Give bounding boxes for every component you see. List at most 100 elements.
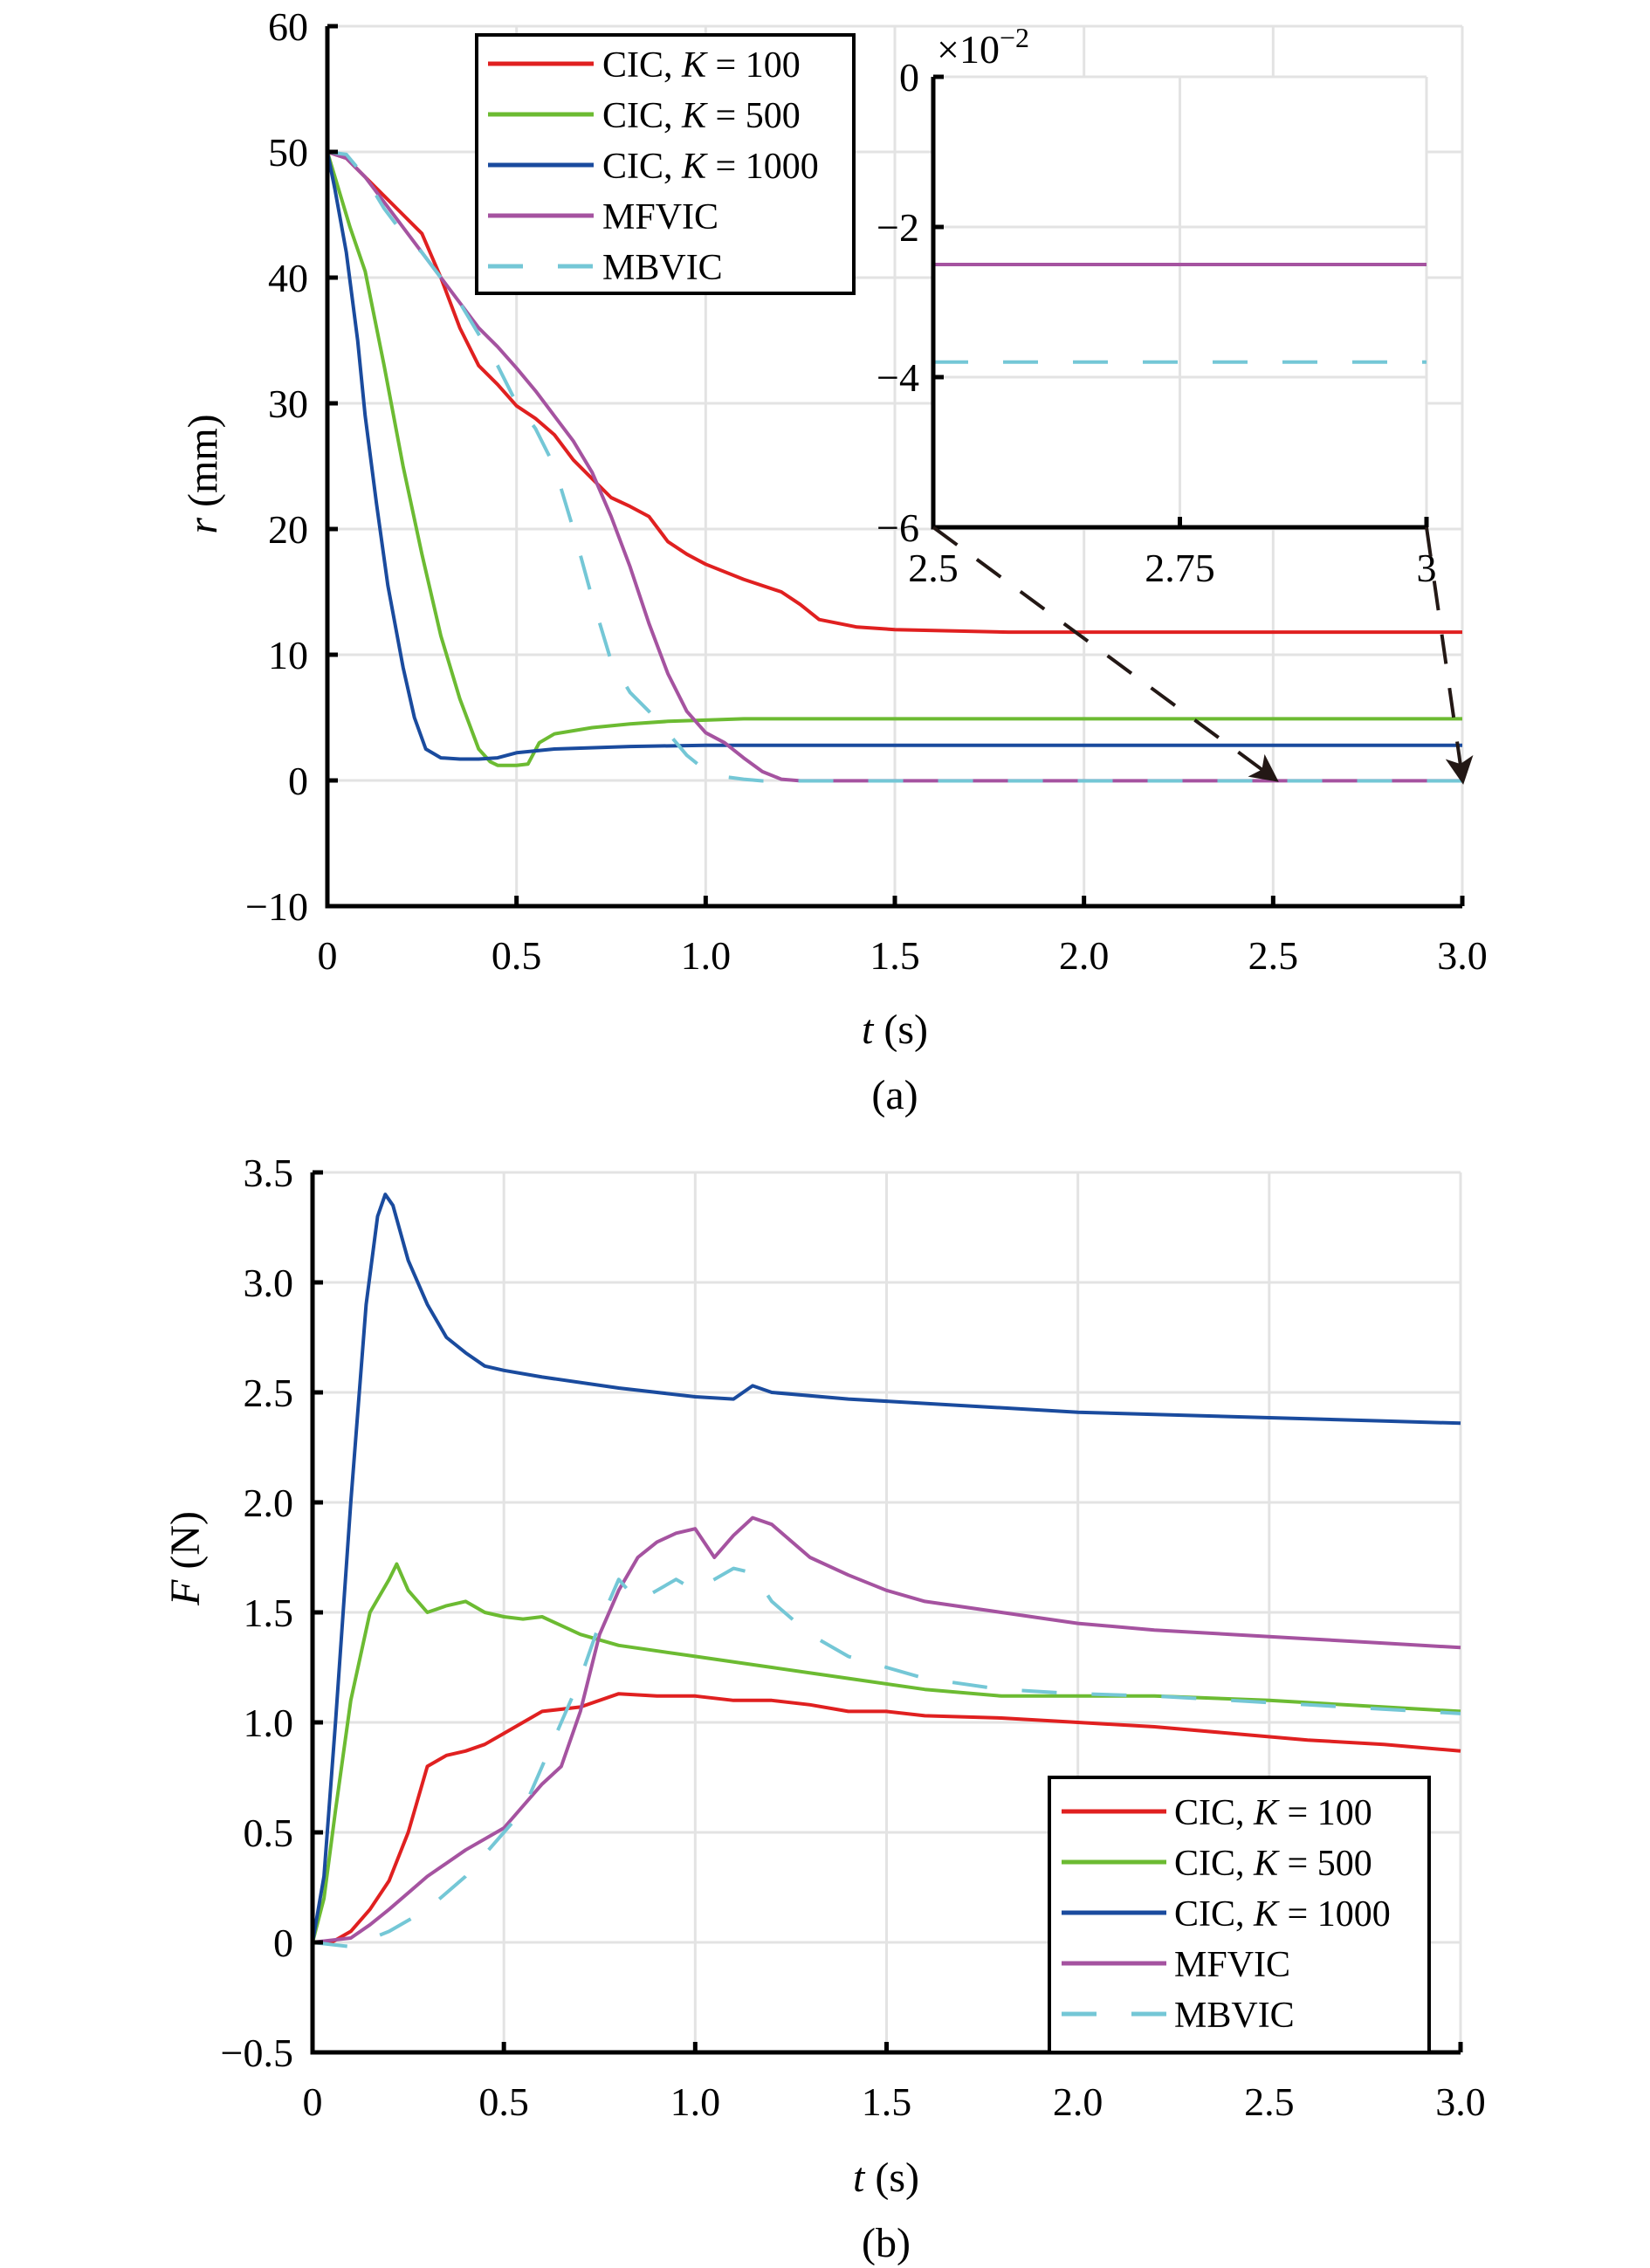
y-tick-label: 10 xyxy=(268,633,308,677)
legend-entry-value: = 100 xyxy=(706,45,801,86)
x-tick-label: 3.0 xyxy=(1437,933,1488,978)
series-group-b xyxy=(311,1192,1461,1948)
legend-entry-value: = 500 xyxy=(1278,1844,1372,1884)
series-line-mfvic xyxy=(312,1515,1461,1944)
y-tick-label: 50 xyxy=(268,130,308,175)
legend-entry: MFVIC xyxy=(1174,1945,1290,1985)
x-tick-label: 1.0 xyxy=(670,2079,721,2124)
y-tick-label: 1.0 xyxy=(244,1701,294,1745)
inset-grid xyxy=(933,75,1428,527)
zoom-arrow xyxy=(1425,526,1474,785)
x-tick-label: 0.5 xyxy=(478,2079,529,2124)
inset-tick-labels: 2.5 2.75 3 −6 −4 −2 0 xyxy=(877,55,1436,590)
legend-entry-k: K xyxy=(681,147,708,187)
grid-b xyxy=(313,1171,1462,2052)
x-tick-label: 0.5 xyxy=(492,933,542,978)
panel-label-a: (a) xyxy=(871,1072,918,1118)
legend-entry-value: = 100 xyxy=(1278,1793,1372,1833)
legend-entry-prefix: CIC, xyxy=(602,96,682,136)
inset-zoom-chart: 2.5 2.75 3 −6 −4 −2 0 ×10−2 xyxy=(877,22,1436,590)
legend-entry-prefix: MBVIC xyxy=(1174,1996,1295,2036)
inset-x-tick-label: 2.5 xyxy=(908,546,959,590)
legend-entry-prefix: CIC, xyxy=(602,147,682,187)
legend-entry-k: K xyxy=(1253,1844,1280,1884)
inset-x-tick-label: 2.75 xyxy=(1145,546,1215,590)
legend-entry-prefix: MFVIC xyxy=(602,197,718,237)
tick-labels-b: 0 0.5 1.0 1.5 2.0 2.5 3.0−0.500.51.01.52.02.53… xyxy=(221,1151,1486,2124)
y-tick-label: 0.5 xyxy=(244,1811,294,1855)
y-tick-label: 30 xyxy=(268,381,308,426)
inset-y-tick-label: −6 xyxy=(877,505,919,550)
legend-entry: CIC, K = 500 xyxy=(1174,1844,1372,1884)
xlabel-a: t (s) xyxy=(862,1007,928,1053)
x-tick-label: 3.0 xyxy=(1435,2079,1486,2124)
x-tick-label: 1.5 xyxy=(862,2079,912,2124)
inset-series-group xyxy=(933,263,1427,364)
legend-entry-k: K xyxy=(681,96,708,136)
series-line-cic100 xyxy=(327,150,1462,635)
ylabel-a: r (mm) xyxy=(180,414,226,533)
series-group-a xyxy=(326,150,1462,783)
chart-panel-b: 0 0.5 1.0 1.5 2.0 2.5 3.0−0.500.51.01.52.02.53… xyxy=(162,1151,1486,2266)
inset-x-tick-label: 3 xyxy=(1417,546,1437,590)
legend-entry-value: = 1000 xyxy=(1278,1894,1391,1935)
series-line-cic500 xyxy=(326,151,1462,767)
x-tick-label: 2.0 xyxy=(1059,933,1110,978)
zoom-arrow xyxy=(932,526,1279,782)
xlabel-b: t (s) xyxy=(853,2155,919,2201)
legend-entry-k: K xyxy=(681,45,708,86)
x-tick-label: 1.5 xyxy=(870,933,920,978)
y-tick-label: 3.5 xyxy=(244,1151,294,1195)
legend-entry: MFVIC xyxy=(602,197,718,237)
legend-entry: CIC, K = 1000 xyxy=(1174,1894,1391,1935)
inset-y-tick-label: 0 xyxy=(899,55,919,100)
x-tick-label: 0 xyxy=(303,2079,323,2124)
series-line-mfvic xyxy=(327,150,1462,783)
y-tick-label: 40 xyxy=(268,256,308,300)
panel-label-b: (b) xyxy=(862,2220,911,2266)
legend-entry-prefix: MFVIC xyxy=(1174,1945,1290,1985)
inset-scale-label: ×10−2 xyxy=(937,22,1029,72)
inset-y-tick-label: −4 xyxy=(877,355,919,400)
y-tick-label: −0.5 xyxy=(221,2031,293,2075)
ylabel-b: F (N) xyxy=(162,1511,209,1606)
legend-entry-prefix: CIC, xyxy=(1174,1793,1254,1833)
y-tick-label: 0 xyxy=(273,1921,293,1965)
legend-entry-k: K xyxy=(1253,1894,1280,1935)
legend-entry: MBVIC xyxy=(1174,1996,1295,2036)
x-tick-label: 2.5 xyxy=(1248,933,1299,978)
legend-entry: MBVIC xyxy=(602,248,723,288)
y-tick-label: 2.0 xyxy=(244,1481,294,1525)
series-line-cic100 xyxy=(313,1692,1461,1944)
legend-entry-k: K xyxy=(1253,1793,1280,1833)
y-tick-label: 2.5 xyxy=(244,1371,294,1415)
y-tick-label: 3.0 xyxy=(244,1261,294,1305)
legend-entry-prefix: CIC, xyxy=(1174,1844,1254,1884)
legend-entry: CIC, K = 100 xyxy=(1174,1793,1372,1833)
series-line-cic1000 xyxy=(311,1192,1461,1943)
y-tick-label: 20 xyxy=(268,507,308,552)
zoom-arrows xyxy=(932,526,1474,785)
y-tick-label: 60 xyxy=(268,4,308,49)
series-line-cic1000 xyxy=(326,151,1462,761)
legend-entry-prefix: CIC, xyxy=(1174,1894,1254,1935)
axes-a xyxy=(325,24,1465,909)
x-tick-label: 1.0 xyxy=(681,933,732,978)
inset-y-tick-label: −2 xyxy=(877,205,919,250)
x-tick-label: 2.0 xyxy=(1053,2079,1103,2124)
x-tick-label: 0 xyxy=(318,933,338,978)
legend-entry-value: = 1000 xyxy=(706,147,819,187)
legend-entry: CIC, K = 1000 xyxy=(602,147,819,187)
y-tick-label: 0 xyxy=(288,759,308,803)
legend-entry: CIC, K = 500 xyxy=(602,96,801,136)
x-tick-label: 2.5 xyxy=(1244,2079,1295,2124)
legend-entry-prefix: CIC, xyxy=(602,45,682,86)
y-tick-label: 1.5 xyxy=(244,1591,294,1635)
legend-entry-prefix: MBVIC xyxy=(602,248,723,288)
legend-entry: CIC, K = 100 xyxy=(602,45,801,86)
